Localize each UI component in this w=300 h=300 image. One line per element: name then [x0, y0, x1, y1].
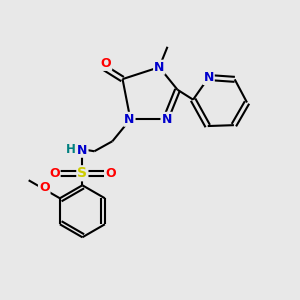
Text: S: S	[77, 166, 87, 180]
Text: N: N	[77, 144, 88, 157]
Text: H: H	[65, 143, 75, 156]
Text: O: O	[39, 181, 50, 194]
Text: O: O	[105, 167, 116, 180]
Text: N: N	[154, 61, 164, 74]
Text: O: O	[100, 57, 111, 70]
Text: O: O	[49, 167, 60, 180]
Text: N: N	[203, 71, 214, 84]
Text: N: N	[161, 113, 172, 126]
Text: N: N	[124, 113, 135, 126]
